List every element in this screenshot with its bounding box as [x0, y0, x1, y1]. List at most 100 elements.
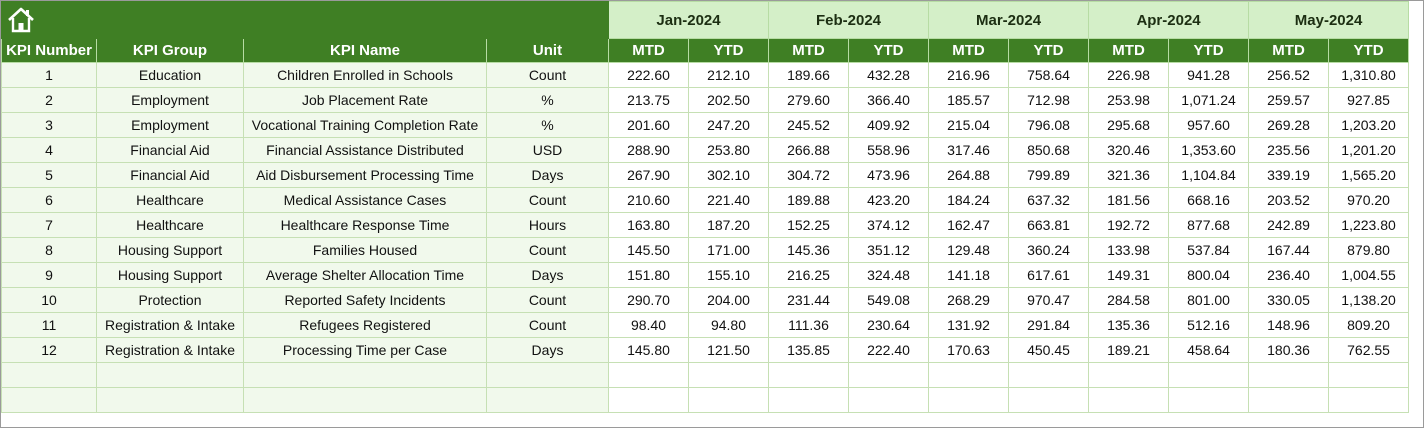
- kpi-row: 12 Registration & Intake Processing Time p…: [1, 337, 1410, 363]
- value-cell: 151.80: [608, 262, 689, 288]
- value-cell: 423.20: [847, 187, 930, 213]
- empty-cell: [1328, 387, 1410, 413]
- value-cell: 222.40: [847, 337, 930, 363]
- value-cell: 617.61: [1008, 262, 1090, 288]
- value-cell: 879.80: [1328, 237, 1410, 263]
- value-cell: 145.36: [768, 237, 849, 263]
- value-cell: 637.32: [1008, 187, 1090, 213]
- kpi-cell: Education: [96, 62, 244, 88]
- kpi-cell: 6: [1, 187, 97, 213]
- kpi-cell: Processing Time per Case: [243, 337, 487, 363]
- value-cell: 212.10: [688, 62, 769, 88]
- kpi-cell: 5: [1, 162, 97, 188]
- value-cell: 351.12: [847, 237, 930, 263]
- value-cell: 221.40: [688, 187, 769, 213]
- kpi-cell: Healthcare: [96, 187, 244, 213]
- kpi-cell: %: [486, 87, 609, 113]
- value-cell: 204.00: [688, 287, 769, 313]
- value-cell: 181.56: [1088, 187, 1170, 213]
- value-cell: 236.40: [1248, 262, 1330, 288]
- value-cell: 290.70: [608, 287, 689, 313]
- value-cell: 171.00: [688, 237, 769, 263]
- period-header: YTD: [1008, 38, 1090, 63]
- value-cell: 1,223.80: [1328, 212, 1410, 238]
- kpi-cell: Medical Assistance Cases: [243, 187, 487, 213]
- empty-cell: [928, 387, 1010, 413]
- value-cell: 663.81: [1008, 212, 1090, 238]
- period-header: YTD: [1168, 38, 1250, 63]
- kpi-cell: Registration & Intake: [96, 312, 244, 338]
- value-cell: 213.75: [608, 87, 689, 113]
- kpi-cell: Healthcare Response Time: [243, 212, 487, 238]
- empty-cell: [688, 387, 769, 413]
- empty-cell: [608, 362, 689, 388]
- value-cell: 320.46: [1088, 137, 1170, 163]
- value-cell: 957.60: [1168, 112, 1250, 138]
- value-cell: 762.55: [1328, 337, 1410, 363]
- value-cell: 192.72: [1088, 212, 1170, 238]
- empty-cell: [1008, 387, 1090, 413]
- kpi-cell: Job Placement Rate: [243, 87, 487, 113]
- value-cell: 409.92: [847, 112, 930, 138]
- value-cell: 712.98: [1008, 87, 1090, 113]
- kpi-cell: Protection: [96, 287, 244, 313]
- kpi-cell: Days: [486, 262, 609, 288]
- value-cell: 253.80: [688, 137, 769, 163]
- value-cell: 1,201.20: [1328, 137, 1410, 163]
- value-cell: 1,310.80: [1328, 62, 1410, 88]
- period-header: MTD: [1088, 38, 1170, 63]
- value-cell: 242.89: [1248, 212, 1330, 238]
- value-cell: 850.68: [1008, 137, 1090, 163]
- value-cell: 215.04: [928, 112, 1010, 138]
- kpi-row: 5 Financial Aid Aid Disbursement Processin…: [1, 162, 1410, 188]
- value-cell: 145.50: [608, 237, 689, 263]
- value-cell: 537.84: [1168, 237, 1250, 263]
- value-cell: 549.08: [847, 287, 930, 313]
- kpi-row: 2 Employment Job Placement Rate% 213.75 202.…: [1, 87, 1410, 113]
- value-cell: 668.16: [1168, 187, 1250, 213]
- empty-cell: [1, 387, 97, 413]
- value-cell: 131.92: [928, 312, 1010, 338]
- home-icon[interactable]: [6, 6, 36, 34]
- empty-cell: [96, 362, 244, 388]
- empty-cell: [608, 387, 689, 413]
- empty-cell: [243, 387, 487, 413]
- value-cell: 121.50: [688, 337, 769, 363]
- empty-cell: [96, 387, 244, 413]
- value-cell: 450.45: [1008, 337, 1090, 363]
- empty-cell: [1088, 387, 1170, 413]
- value-cell: 189.21: [1088, 337, 1170, 363]
- value-cell: 162.47: [928, 212, 1010, 238]
- value-cell: 98.40: [608, 312, 689, 338]
- value-cell: 203.52: [1248, 187, 1330, 213]
- column-header: KPI Group: [96, 38, 244, 63]
- empty-cell: [1168, 387, 1250, 413]
- empty-cell: [1248, 362, 1330, 388]
- value-cell: 288.90: [608, 137, 689, 163]
- value-cell: 432.28: [847, 62, 930, 88]
- kpi-cell: Children Enrolled in Schools: [243, 62, 487, 88]
- value-cell: 970.20: [1328, 187, 1410, 213]
- kpi-row: 8 Housing Support Families Housed Count 145.…: [1, 237, 1410, 263]
- value-cell: 202.50: [688, 87, 769, 113]
- value-cell: 185.57: [928, 87, 1010, 113]
- value-cell: 163.80: [608, 212, 689, 238]
- kpi-cell: Refugees Registered: [243, 312, 487, 338]
- value-cell: 253.98: [1088, 87, 1170, 113]
- value-cell: 324.48: [847, 262, 930, 288]
- value-cell: 291.84: [1008, 312, 1090, 338]
- kpi-table: Jan-2024 Feb-2024 Mar-2024 Apr-2024 May-2024…: [1, 1, 1410, 413]
- kpi-cell: Housing Support: [96, 237, 244, 263]
- kpi-cell: Employment: [96, 87, 244, 113]
- value-cell: 111.36: [768, 312, 849, 338]
- column-header: KPI Name: [243, 38, 487, 63]
- value-cell: 167.44: [1248, 237, 1330, 263]
- kpi-cell: Count: [486, 237, 609, 263]
- empty-cell: [1008, 362, 1090, 388]
- value-cell: 304.72: [768, 162, 849, 188]
- month-header: Mar-2024: [928, 1, 1090, 39]
- value-cell: 187.20: [688, 212, 769, 238]
- period-header: YTD: [688, 38, 769, 63]
- kpi-cell: USD: [486, 137, 609, 163]
- value-cell: 1,004.55: [1328, 262, 1410, 288]
